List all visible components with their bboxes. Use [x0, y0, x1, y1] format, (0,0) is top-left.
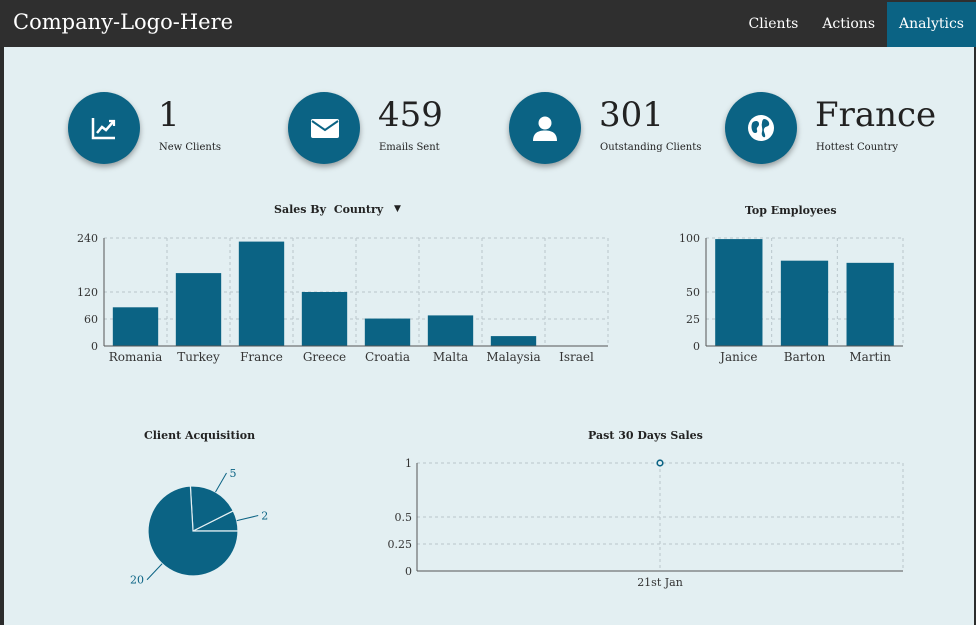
employees-y-tick-label: 50 [686, 286, 700, 299]
top-employees-title: Top Employees [745, 204, 837, 217]
employees-x-tick-label: Barton [784, 350, 826, 364]
sales-chart-title: Sales By Country [274, 203, 383, 216]
stat-icon-circle [725, 92, 797, 164]
acquisition-pie-slice [189, 485, 235, 532]
sales-by-label: Sales By [274, 203, 326, 216]
sales-x-tick-label: Romania [109, 350, 163, 364]
acquisition-pie-label: 2 [261, 510, 268, 523]
past30-chart: 0 0.25 0.5 1 21st Jan [388, 457, 904, 589]
sales-x-tick-label: Israel [559, 350, 594, 364]
stat-value: 459 [378, 95, 443, 135]
stat-icon-circle [68, 92, 140, 164]
sales-y-tick-label: 120 [77, 286, 98, 299]
sales-bar [490, 336, 537, 346]
sales-bar [364, 318, 411, 346]
nav-clients[interactable]: Clients [748, 16, 799, 32]
employees-y-tick-label: 100 [679, 232, 700, 245]
globe-icon [748, 115, 774, 141]
client-acquisition-title: Client Acquisition [144, 429, 256, 442]
employees-bar [780, 260, 829, 346]
past30-y-tick-label: 0 [405, 565, 412, 578]
sales-y-tick-label: 240 [77, 232, 98, 245]
trend-chart-icon [91, 118, 116, 140]
stat-icon-circle [509, 92, 581, 164]
acquisition-pie-label: 20 [130, 574, 144, 587]
past30-point [656, 459, 664, 467]
stat-icon-circle [288, 92, 360, 164]
acquisition-pie-slice [147, 485, 239, 577]
acquisition-pie-leader [215, 472, 227, 493]
past30-y-tick-label: 1 [405, 457, 412, 470]
stat-label: New Clients [159, 142, 221, 153]
chevron-down-icon[interactable]: ▼ [394, 204, 401, 214]
company-logo[interactable]: Company-Logo-Here [13, 10, 234, 34]
nav-actions[interactable]: Actions [822, 16, 875, 32]
top-navbar: Company-Logo-Here Clients Actions Analyt… [0, 0, 976, 47]
sales-chart: 0 60 120 240 Romania Turkey France Greece Croati… [77, 232, 609, 364]
sales-x-tick-label: Greece [303, 350, 346, 364]
sales-bar [301, 292, 348, 346]
employees-bar [715, 239, 763, 346]
stat-value: France [815, 95, 937, 135]
acquisition-pie-label: 5 [230, 467, 237, 480]
stat-label: Emails Sent [379, 142, 440, 153]
employees-bar [846, 262, 894, 346]
past30-y-tick-label: 0.5 [395, 511, 413, 524]
employees-chart: 0 25 50 100 Janice Barton Martin [679, 232, 904, 364]
employees-y-tick-label: 25 [686, 313, 700, 326]
stat-value: 301 [599, 95, 664, 135]
past-sales-title: Past 30 Days Sales [588, 429, 703, 442]
sales-y-tick-label: 60 [84, 313, 98, 326]
sales-by-select[interactable]: Country [333, 203, 384, 216]
envelope-icon [311, 119, 339, 138]
past30-x-tick-label: 21st Jan [637, 576, 683, 589]
sales-x-tick-label: Malaysia [486, 350, 540, 364]
sales-x-tick-label: Malta [433, 350, 468, 364]
past30-y-tick-label: 0.25 [388, 538, 413, 551]
stat-label: Outstanding Clients [600, 142, 702, 153]
main-nav: Clients Actions Analytics [737, 2, 976, 47]
employees-y-tick-label: 0 [693, 340, 700, 353]
stat-label: Hottest Country [816, 142, 899, 153]
stat-value: 1 [158, 95, 180, 135]
sales-bar [238, 241, 285, 346]
employees-x-tick-label: Martin [849, 350, 891, 364]
sales-x-tick-label: France [240, 350, 283, 364]
sales-x-tick-label: Croatia [365, 350, 410, 364]
sales-bar [427, 315, 474, 346]
employees-x-tick-label: Janice [718, 350, 757, 364]
acquisition-pie-chart: 2 5 20 [130, 467, 268, 587]
sales-bar [175, 273, 222, 346]
sales-x-tick-label: Turkey [177, 350, 220, 364]
sales-bar [112, 307, 159, 346]
acquisition-pie-leader [236, 515, 259, 522]
acquisition-pie-leader [146, 563, 163, 581]
nav-analytics[interactable]: Analytics [887, 2, 976, 47]
user-icon [533, 116, 557, 141]
sales-y-tick-label: 0 [91, 340, 98, 353]
dashboard-main: 1 New Clients 459 Emails Sent 301 Outsta… [4, 47, 974, 625]
